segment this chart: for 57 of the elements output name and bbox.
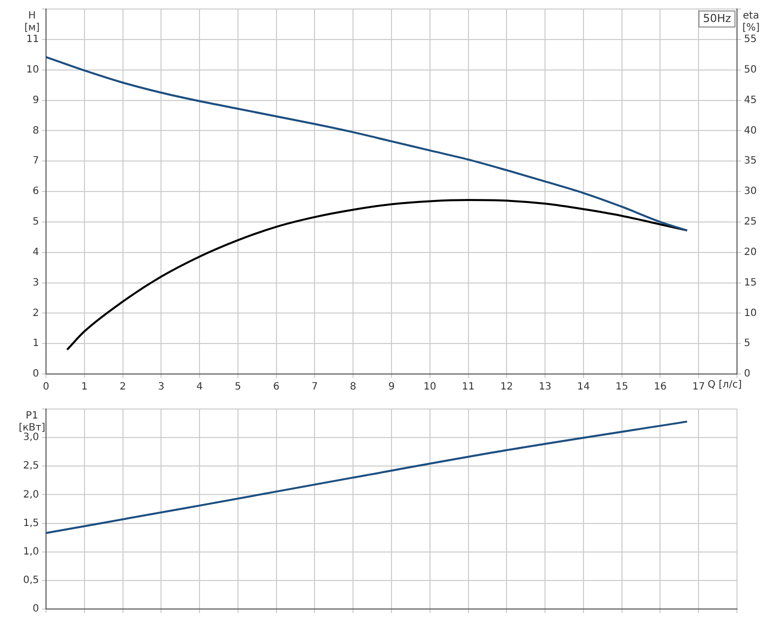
y-tick-label: 2,5 (23, 460, 39, 472)
y-tick-label: 2 (32, 308, 39, 319)
x-axis-title: Q [л/с] (708, 380, 742, 391)
y2-tick-label: 40 (744, 125, 757, 136)
y2-tick-label: 15 (744, 277, 757, 288)
y-tick-label: 3,0 (23, 432, 39, 444)
y-axis-title: H [м] (24, 10, 40, 34)
y-tick-label: 4 (32, 246, 39, 258)
y2-tick-label: 10 (744, 308, 757, 319)
y2-tick-label: 45 (744, 94, 757, 106)
y-axis-title: P1 [кВт] (18, 410, 46, 434)
y-tick-label: 3 (32, 277, 39, 288)
y-tick-label: 6 (32, 186, 39, 198)
y2-tick-label: 20 (744, 246, 757, 258)
y2-tick-label: 0 (744, 368, 750, 380)
y-tick-label: 8 (32, 125, 39, 136)
x-tick-label: 4 (196, 382, 203, 393)
y-tick-label: 0 (32, 368, 39, 380)
x-tick-label: 3 (158, 382, 164, 393)
annotation: 50Hz (702, 12, 732, 25)
x-tick-label: 17 (692, 382, 705, 393)
y-tick-label: 5 (32, 216, 39, 228)
y-tick-label: 7 (32, 156, 39, 167)
y-tick-label: 11 (26, 34, 39, 46)
x-tick-label: 11 (462, 382, 475, 393)
y2-tick-label: 5 (744, 338, 750, 350)
x-tick-label: 1 (81, 382, 88, 393)
y2-tick-label: 25 (744, 216, 757, 228)
y2-axis-title: eta [%] (742, 10, 760, 34)
x-tick-label: 15 (615, 382, 628, 393)
y-tick-label: 9 (32, 94, 39, 106)
y-tick-label: 1,5 (23, 518, 39, 529)
y2-tick-label: 50 (744, 64, 757, 76)
x-tick-label: 14 (577, 382, 590, 393)
x-tick-label: 2 (120, 382, 126, 393)
x-tick-label: 10 (424, 382, 436, 393)
x-tick-label: 0 (42, 382, 50, 393)
y2-tick-label: 55 (744, 34, 757, 46)
x-tick-label: 9 (388, 382, 395, 393)
line-series (46, 420, 688, 534)
y-tick-label: 1,0 (23, 546, 39, 558)
x-tick-label: 7 (312, 382, 318, 393)
y2-tick-label: 35 (744, 156, 757, 167)
y-tick-label: 2,0 (23, 489, 39, 500)
y-tick-label: 0 (32, 604, 39, 615)
line-series (46, 56, 688, 232)
x-tick-label: 8 (350, 382, 356, 393)
x-tick-label: 16 (654, 382, 667, 393)
y-tick-label: 1 (32, 338, 39, 350)
line-series (66, 199, 688, 351)
x-tick-label: 13 (538, 382, 552, 393)
x-tick-label: 12 (500, 382, 514, 393)
y-tick-label: 0,5 (23, 575, 39, 586)
y-tick-label: 10 (26, 64, 39, 76)
y2-tick-label: 30 (744, 186, 757, 198)
x-tick-label: 5 (234, 382, 242, 393)
x-tick-label: 6 (273, 382, 280, 393)
